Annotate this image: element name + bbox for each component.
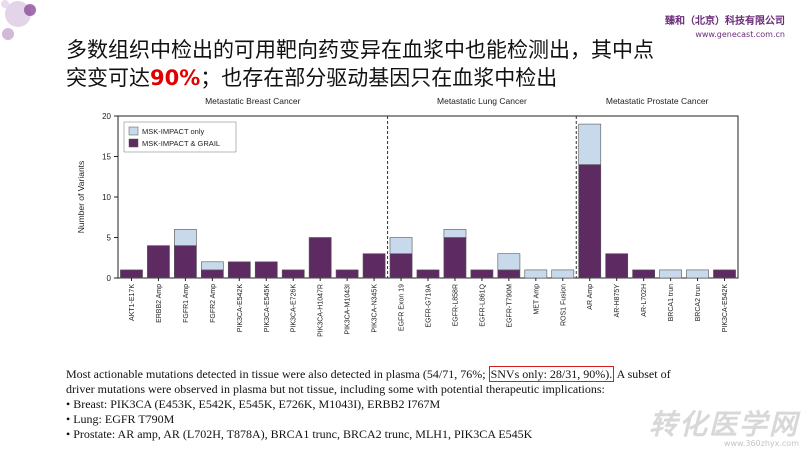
x-tick-label: EGFR Exon 19: [399, 284, 406, 331]
x-tick-label: AR-L702H: [641, 284, 648, 317]
bar-segment: [497, 253, 521, 271]
panel-title: Metastatic Prostate Cancer: [606, 96, 709, 106]
caption-line-1-after: A subset of: [614, 367, 671, 381]
caption-line-1-before: Most actionable mutations detected in ti…: [66, 367, 489, 381]
bar-segment: [335, 269, 359, 279]
bar-segment: [659, 269, 682, 279]
caption: Most actionable mutations detected in ti…: [66, 366, 671, 442]
x-tick-label: PIK3CA-N345K: [372, 284, 379, 333]
bar-segment: [147, 245, 170, 279]
bar-segment: [174, 229, 197, 246]
watermark-text: 转化医学网: [648, 408, 799, 441]
title-highlight: 90%: [150, 66, 201, 90]
stacked-bar-chart: 0 5 10 15 20 Number of Variants Metastatic Bre…: [76, 96, 739, 337]
x-tick-label: FGFR2 Amp: [210, 284, 217, 323]
x-tick-label: AKT1-E17K: [129, 284, 136, 321]
y-tick-label: 5: [107, 234, 112, 243]
caption-line-1: Most actionable mutations detected in ti…: [66, 366, 671, 382]
x-tick-label: PIK3CA-M1043I: [345, 284, 352, 335]
title-line-2-prefix: 突变可达: [66, 66, 150, 90]
panel-title: Metastatic Breast Cancer: [205, 96, 301, 106]
y-axis-label: Number of Variants: [76, 161, 86, 234]
legend-label: MSK-IMPACT only: [142, 127, 204, 136]
x-tick-label: AR-H875Y: [614, 284, 621, 318]
bar-segment: [200, 269, 224, 279]
y-tick-label: 0: [107, 274, 112, 283]
bar-segment: [551, 269, 575, 279]
bar-segment: [524, 269, 548, 279]
x-tick-label: EGFR-L861Q: [479, 283, 486, 326]
bar-segment: [281, 269, 305, 279]
bar-segment: [200, 261, 224, 271]
bar-segment: [362, 253, 386, 279]
legend-swatch: [128, 126, 139, 136]
x-tick-label: ROS1 Fusion: [560, 284, 567, 326]
caption-bullet-lung: Lung: EGFR T790M: [66, 412, 671, 427]
x-tick-label: EGFR-T790M: [506, 284, 513, 328]
bar-segment: [443, 237, 467, 279]
bar-segment: [389, 237, 413, 255]
x-tick-label: EGFR-L858R: [452, 284, 459, 326]
watermark-url: www.360zhyx.com: [723, 439, 799, 448]
x-tick-label: BRCA1 trun: [668, 284, 675, 321]
bar-segment: [605, 253, 629, 279]
caption-bullet-breast: Breast: PIK3CA (E453K, E542K, E545K, E72…: [66, 397, 671, 412]
bar-segment: [578, 164, 602, 279]
x-tick-label: PIK3CA-E545K: [264, 284, 271, 333]
caption-bullet-prostate: Prostate: AR amp, AR (L702H, T878A), BRC…: [66, 427, 671, 442]
legend-swatch: [128, 138, 139, 148]
bar-segment: [497, 269, 521, 279]
x-tick-label: PIK3CA-E542K: [237, 284, 244, 333]
y-tick-label: 10: [102, 193, 111, 202]
x-tick-label: BRCA2 trun: [695, 284, 702, 321]
x-tick-label: FGFR1 Amp: [183, 284, 190, 323]
company-name: 臻和（北京）科技有限公司: [665, 16, 785, 27]
bar-segment: [254, 261, 278, 279]
title-line-2-suffix: ；也存在部分驱动基因只在血浆中检出: [200, 66, 558, 90]
y-tick-label: 20: [102, 112, 111, 121]
bar-segment: [578, 123, 602, 165]
bar-segment: [443, 229, 467, 238]
bar-segment: [686, 269, 709, 279]
caption-line-2: driver mutations were observed in plasma…: [66, 382, 605, 396]
company-url: www.genecast.com.cn: [695, 30, 785, 39]
bar-segment: [470, 269, 494, 279]
x-tick-label: PIK3CA-H1047R: [318, 284, 325, 337]
bar-segment: [632, 269, 656, 279]
slide-title: 多数组织中检出的可用靶向药变异在血浆中也能检测出，其中点 突变可达90%；也存在…: [66, 36, 654, 92]
company-logo: 臻和（北京）科技有限公司 www.genecast.com.cn: [665, 12, 785, 39]
decorative-bubbles: [1, 0, 36, 40]
x-tick-label: PIK3CA-E726K: [291, 284, 298, 333]
bar-segment: [308, 237, 332, 279]
title-line-2: 突变可达90%；也存在部分驱动基因只在血浆中检出: [66, 64, 654, 92]
bar-segment: [713, 269, 736, 279]
y-tick-label: 15: [102, 153, 111, 162]
x-tick-label: MET Amp: [533, 284, 540, 315]
bar-segment: [227, 261, 251, 279]
watermark: 转化医学网 www.360zhyx.com: [649, 403, 799, 448]
bar-segment: [389, 253, 413, 279]
x-tick-label: EGFR-G719A: [426, 284, 433, 328]
legend-label: MSK-IMPACT & GRAIL: [142, 139, 220, 148]
bar-segment: [416, 269, 440, 279]
x-tick-label: ERBB2 Amp: [156, 284, 163, 323]
caption-bullets: Breast: PIK3CA (E453K, E542K, E545K, E72…: [66, 397, 671, 442]
title-line-1: 多数组织中检出的可用靶向药变异在血浆中也能检测出，其中点: [66, 38, 654, 62]
bar-segment: [120, 269, 143, 279]
x-tick-label: PIK3CA-E542K: [722, 284, 729, 333]
legend-box: [123, 121, 237, 153]
x-tick-label: AR Amp: [587, 284, 594, 310]
panel-title: Metastatic Lung Cancer: [437, 96, 527, 106]
bar-segment: [174, 245, 197, 279]
caption-boxed-stat: SNVs only: 28/31, 90%).: [488, 366, 615, 382]
